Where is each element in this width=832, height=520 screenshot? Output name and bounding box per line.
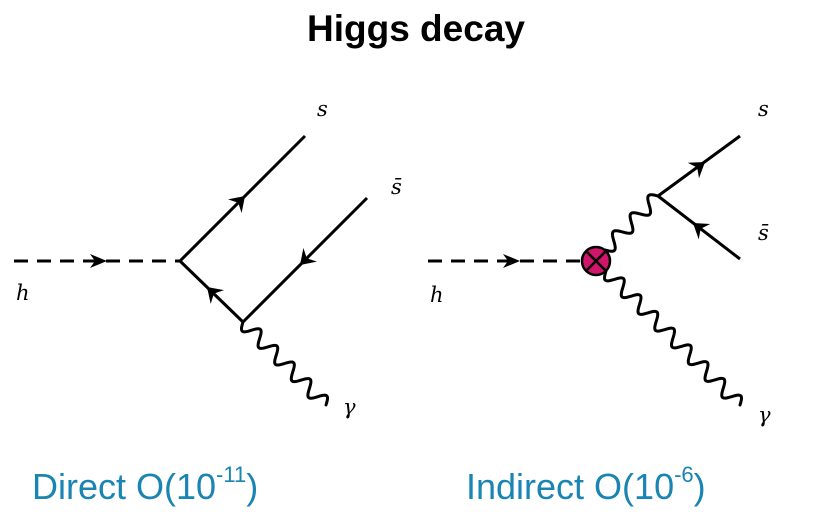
indirect-caption-label: Indirect O(10	[466, 466, 675, 507]
higgs-arrow	[90, 254, 107, 268]
internal-arrow	[207, 287, 225, 304]
indirect-caption-close: )	[693, 466, 706, 507]
indirect-caption: Indirect O(10-6)	[466, 462, 706, 508]
photon-label: γ	[758, 403, 771, 427]
quark-arrow	[228, 196, 245, 213]
higgs-label: h	[430, 283, 444, 307]
antiquark-label: s̄	[391, 175, 402, 199]
direct-diagram: h s s̄ γ	[14, 97, 402, 419]
quark-label: s	[317, 97, 328, 121]
photon-wavy-line	[239, 320, 330, 407]
antiquark-label: s̄	[758, 221, 769, 245]
quark-arrow	[687, 162, 705, 179]
higgs-label: h	[16, 281, 30, 305]
internal-photon-wavy-line	[603, 193, 660, 253]
photon-wavy-line	[603, 269, 743, 407]
direct-caption: Direct O(10-11)	[32, 462, 259, 508]
photon-label: γ	[343, 395, 356, 419]
quark-label: s	[758, 97, 769, 121]
antiquark-arrow	[300, 248, 317, 265]
direct-caption-exponent: -11	[216, 462, 247, 487]
direct-caption-close: )	[246, 466, 259, 507]
antiquark-arrow	[693, 223, 711, 240]
indirect-caption-exponent: -6	[674, 462, 694, 487]
effective-vertex-icon	[580, 245, 612, 277]
diagram-title: Higgs decay	[307, 8, 525, 49]
direct-caption-label: Direct O(10	[32, 466, 217, 507]
indirect-diagram: h s s̄ γ	[428, 97, 771, 427]
higgs-arrow	[503, 254, 520, 268]
